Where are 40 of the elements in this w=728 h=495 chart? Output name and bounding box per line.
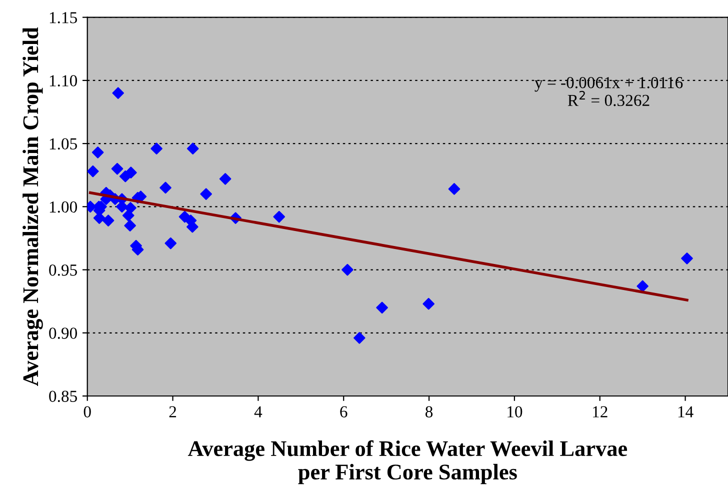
point — [681, 252, 693, 264]
point — [354, 332, 366, 344]
point — [92, 146, 104, 158]
x-tick-label: 14 — [678, 406, 694, 418]
point — [124, 202, 136, 214]
point — [448, 183, 460, 195]
x-tick-label: 4 — [254, 406, 262, 418]
x-axis-title: Average Number of Rice Water Weevil Larvae per First Core Samples — [188, 440, 628, 484]
point — [124, 220, 136, 232]
y-tick-label: 0.85 — [49, 390, 77, 402]
point — [125, 166, 137, 178]
x-tick-label: 6 — [340, 406, 348, 418]
point — [422, 298, 434, 310]
point — [273, 210, 286, 223]
point — [102, 214, 114, 226]
x-tick-label: 2 — [169, 406, 176, 418]
y-tick-label: 0.90 — [49, 328, 77, 339]
x-tick-label: 0 — [84, 406, 91, 418]
y-tick-label: 0.95 — [49, 264, 77, 276]
x-tick-label: 8 — [426, 406, 433, 418]
x-tick-label: 10 — [508, 406, 522, 418]
point — [164, 237, 177, 250]
y-tick-label: 1.00 — [50, 201, 77, 213]
point — [376, 302, 388, 314]
y-tick-label: 1.15 — [50, 12, 77, 24]
point — [219, 173, 232, 185]
point — [636, 280, 648, 292]
y-tick-label: 1.10 — [50, 75, 77, 86]
y-axis-title: Average Normalized Main Crop Yield — [22, 27, 43, 386]
y-tick-label: 1.05 — [50, 138, 77, 150]
point — [186, 142, 199, 154]
point — [87, 165, 99, 178]
x-tick-label: 12 — [593, 406, 608, 418]
point — [200, 188, 212, 200]
point — [112, 87, 124, 99]
point — [160, 182, 172, 194]
point — [150, 142, 162, 154]
point — [342, 264, 354, 276]
point — [122, 210, 134, 222]
point — [111, 162, 124, 175]
